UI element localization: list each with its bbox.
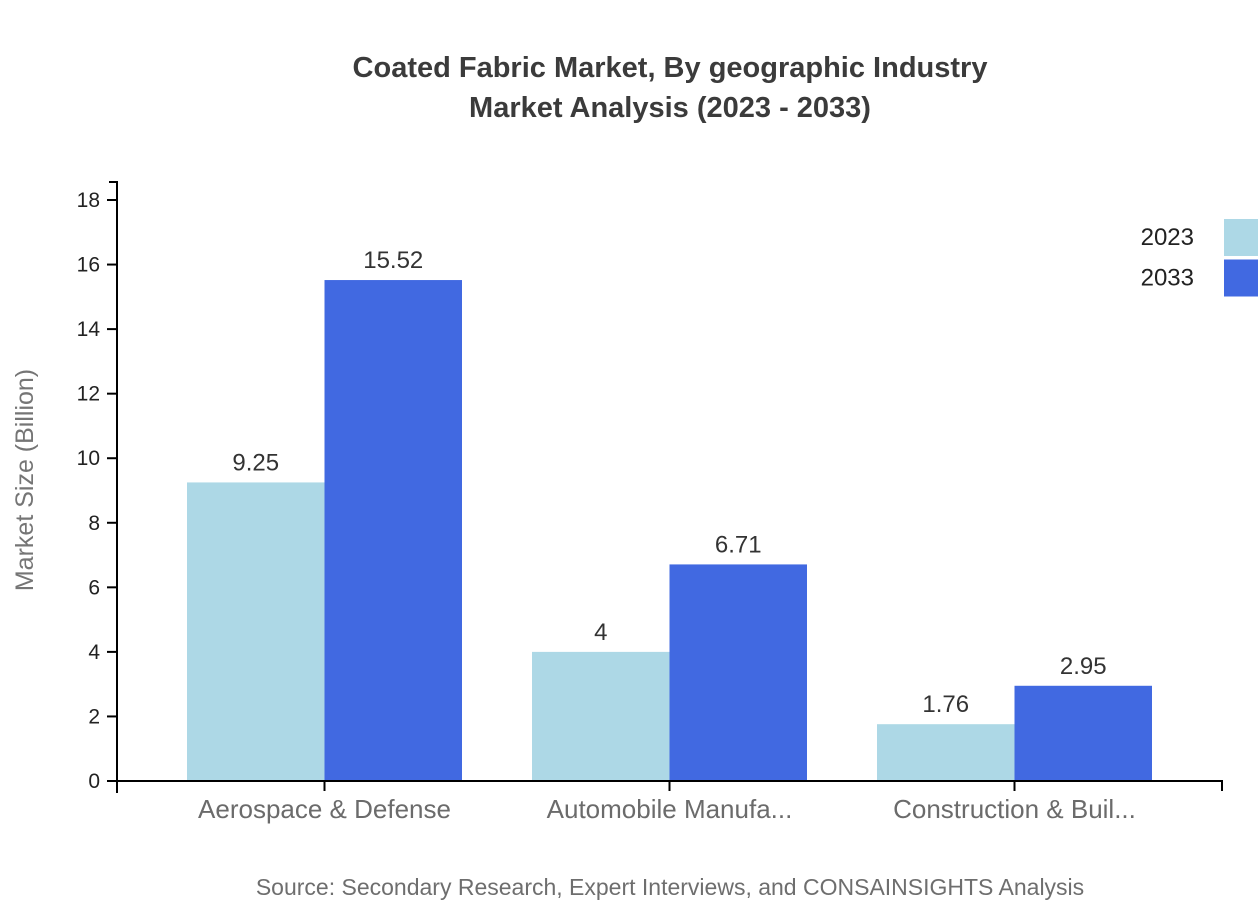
bar-2023-category-2 (877, 724, 1015, 781)
x-axis-line (117, 780, 1223, 791)
bar-value-label: 1.76 (922, 691, 969, 718)
y-tick-label: 14 (77, 318, 101, 341)
legend-label-2033: 2033 (1141, 265, 1194, 292)
y-tick-label: 2 (88, 705, 100, 728)
y-tick-label: 4 (88, 641, 100, 664)
y-axis-title: Market Size (Billion) (11, 369, 39, 591)
legend-swatch-2023 (1224, 219, 1258, 256)
y-tick-label: 8 (88, 512, 100, 535)
bar-value-label: 15.52 (363, 247, 423, 274)
x-category-label: Aerospace & Defense (198, 794, 451, 824)
y-tick-label: 18 (77, 189, 100, 212)
bar-value-label: 4 (594, 619, 607, 646)
chart-title-line2: Market Analysis (2023 - 2033) (469, 92, 871, 124)
y-tick-label: 6 (88, 576, 100, 599)
legend-label-2023: 2023 (1141, 224, 1194, 251)
chart-title: Coated Fabric Market, By geographic Indu… (80, 48, 1260, 128)
y-tick-label: 12 (77, 383, 100, 406)
bar-value-label: 2.95 (1060, 653, 1107, 680)
bar-2033-category-2 (1014, 685, 1152, 781)
bar-2033-category-0 (324, 280, 462, 781)
legend-swatch-2033 (1224, 259, 1258, 297)
chart-title-line1: Coated Fabric Market, By geographic Indu… (352, 52, 988, 84)
bar-2023-category-0 (187, 482, 325, 781)
bar-value-label: 6.71 (715, 531, 762, 558)
y-tick-label: 0 (88, 770, 100, 793)
bar-2033-category-1 (669, 564, 807, 781)
y-tick-label: 16 (77, 254, 100, 277)
source-note: Source: Secondary Research, Expert Inter… (255, 874, 1085, 900)
y-axis-line (109, 181, 118, 793)
bar-value-label: 9.25 (232, 449, 279, 476)
y-tick-label: 10 (77, 447, 100, 470)
x-category-label: Construction & Buil... (893, 794, 1136, 824)
x-category-label: Automobile Manufa... (547, 794, 793, 824)
bar-2023-category-1 (532, 651, 670, 781)
